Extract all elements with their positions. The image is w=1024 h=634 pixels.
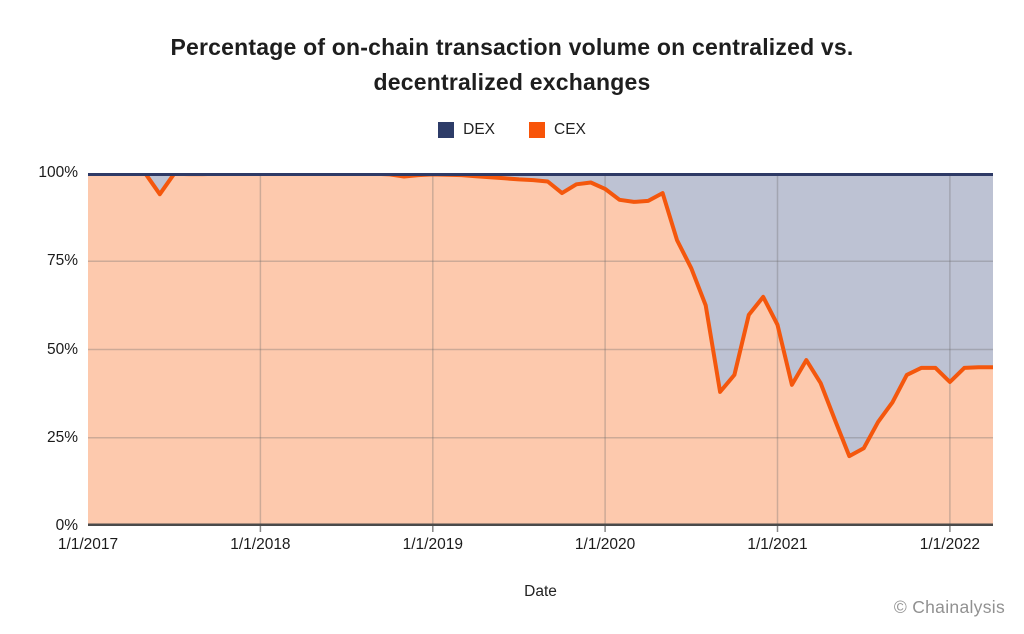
chart-title: Percentage of on-chain transaction volum…	[0, 30, 1024, 100]
legend: DEX CEX	[0, 121, 1024, 139]
y-tick-100: 100%	[38, 164, 78, 181]
legend-item-dex: DEX	[438, 121, 495, 139]
area-chart-svg	[88, 173, 993, 532]
x-tick-2020: 1/1/2020	[574, 536, 636, 553]
chart-title-line1: Percentage of on-chain transaction volum…	[170, 34, 854, 60]
legend-label-dex: DEX	[463, 121, 495, 138]
x-tick-2019: 1/1/2019	[402, 536, 463, 553]
x-tick-2022: 1/1/2022	[919, 536, 981, 553]
chainalysis-attribution: © Chainalysis	[893, 597, 1005, 617]
x-tick-2021: 1/1/2021	[747, 536, 808, 553]
x-tick-2017: 1/1/2017	[57, 536, 119, 553]
cex-swatch-icon	[529, 122, 545, 138]
y-tick-75: 75%	[46, 252, 78, 270]
x-axis-title: Date	[524, 583, 557, 600]
legend-label-cex: CEX	[554, 121, 586, 138]
dex-swatch-icon	[438, 122, 455, 138]
y-tick-25: 25%	[46, 428, 78, 446]
x-tick-2018: 1/1/2018	[230, 536, 291, 553]
y-tick-0: 0%	[55, 517, 78, 534]
chart-title-line2: decentralized exchanges	[373, 69, 651, 95]
legend-item-cex: CEX	[529, 121, 586, 139]
y-tick-50: 50%	[46, 340, 78, 358]
plot-area	[88, 173, 993, 534]
